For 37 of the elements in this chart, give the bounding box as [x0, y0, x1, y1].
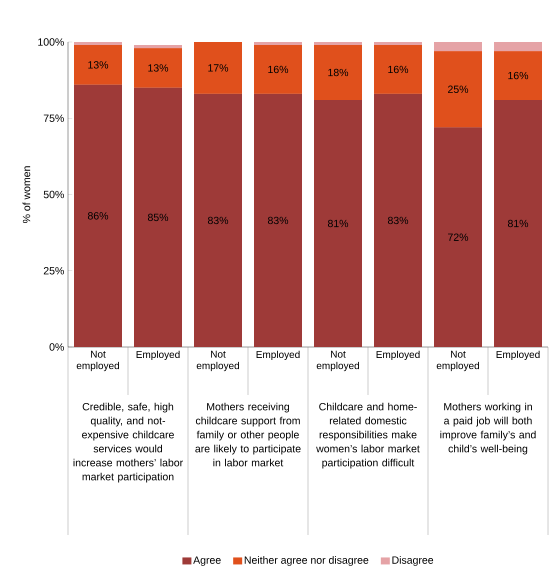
data-label: 72% [448, 234, 468, 241]
data-label: 86% [88, 212, 108, 220]
x-tick-label: Employed [136, 350, 180, 360]
x-tick-label: Employed [376, 350, 420, 360]
text: Credible, safe, high quality, and not-expensive childcare services would increase mothers’ labor market participation [74, 402, 183, 482]
data-label: 83% [268, 216, 288, 224]
legend-label: Agree [193, 556, 221, 566]
x-tick-label: Employed [256, 350, 300, 360]
legend-label: Disagree [392, 556, 434, 566]
text: Childcare and home-related domestic responsibilities make women’s labor market participation difficult [316, 402, 420, 468]
x-tick-label: Employed [496, 350, 540, 360]
x-tick-label: Not employed [196, 350, 240, 372]
y-tick-label: 100% [38, 38, 64, 46]
y-tick-label: 75% [44, 114, 64, 122]
legend-label: Neither agree nor disagree [244, 556, 368, 566]
y-tick-label: 0% [50, 343, 64, 351]
data-label: 83% [208, 216, 228, 224]
y-axis-title: % of women [22, 166, 30, 224]
y-tick-label: 25% [44, 267, 64, 274]
data-label: 13% [148, 64, 168, 72]
data-label: 25% [448, 86, 468, 93]
data-label: 16% [388, 66, 408, 74]
text: Mothers receiving childcare support from family or other people are likely to participate in labor market [195, 402, 301, 466]
y-tick-label: 50% [44, 190, 64, 198]
data-label: 18% [328, 68, 348, 76]
data-label: 81% [328, 220, 348, 228]
data-label: 16% [268, 66, 288, 74]
data-label: 81% [508, 220, 528, 228]
data-label: 13% [88, 61, 108, 69]
data-label: 85% [148, 214, 168, 222]
data-label: 17% [208, 64, 228, 72]
data-label: 83% [388, 216, 408, 224]
x-tick-label: Not employed [436, 350, 480, 372]
text: Mothers working in a paid job will both improve family’s and child’s well-being [440, 402, 536, 454]
x-tick-label: Not employed [316, 350, 360, 372]
x-tick-label: Not employed [76, 350, 120, 372]
data-label: 16% [508, 72, 528, 80]
